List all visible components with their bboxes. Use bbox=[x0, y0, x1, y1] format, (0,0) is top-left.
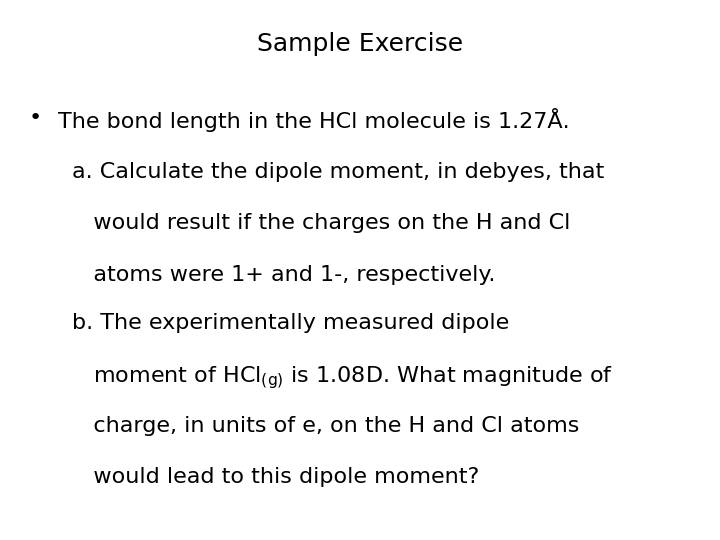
Text: moment of HCl$_\mathregular{(g)}$ is 1.08D. What magnitude of: moment of HCl$_\mathregular{(g)}$ is 1.0… bbox=[72, 364, 613, 391]
Text: a. Calculate the dipole moment, in debyes, that: a. Calculate the dipole moment, in debye… bbox=[72, 162, 604, 182]
Text: The bond length in the HCl molecule is 1.27Å.: The bond length in the HCl molecule is 1… bbox=[58, 108, 570, 132]
Text: b. The experimentally measured dipole: b. The experimentally measured dipole bbox=[72, 313, 509, 333]
Text: •: • bbox=[29, 108, 42, 128]
Text: atoms were 1+ and 1-, respectively.: atoms were 1+ and 1-, respectively. bbox=[72, 265, 495, 285]
Text: charge, in units of e, on the H and Cl atoms: charge, in units of e, on the H and Cl a… bbox=[72, 416, 580, 436]
Text: would result if the charges on the H and Cl: would result if the charges on the H and… bbox=[72, 213, 570, 233]
Text: Sample Exercise: Sample Exercise bbox=[257, 32, 463, 56]
Text: would lead to this dipole moment?: would lead to this dipole moment? bbox=[72, 467, 480, 487]
